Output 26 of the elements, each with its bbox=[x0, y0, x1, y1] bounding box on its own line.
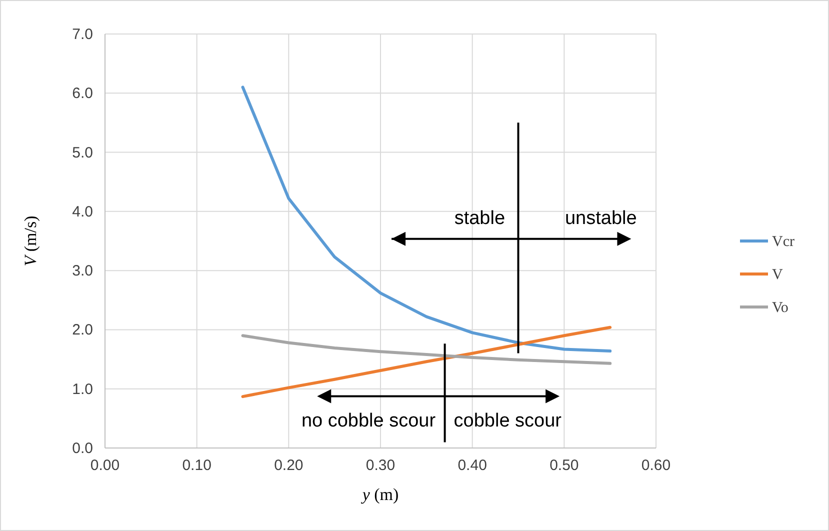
y-tick-label: 2.0 bbox=[72, 322, 93, 339]
y-tick-label: 1.0 bbox=[72, 380, 93, 398]
x-tick-label: 0.40 bbox=[458, 457, 487, 474]
y-tick-label: 7.0 bbox=[72, 26, 93, 43]
x-axis-title: y (m) bbox=[360, 485, 399, 504]
legend-label: V bbox=[772, 267, 783, 283]
x-tick-label: 0.20 bbox=[274, 457, 304, 474]
x-tick-label: 0.50 bbox=[550, 457, 579, 474]
line-series bbox=[241, 334, 612, 365]
x-tick-label: 0.30 bbox=[366, 457, 396, 474]
x-tick-label: 0.60 bbox=[641, 457, 671, 474]
y-tick-label: 6.0 bbox=[72, 85, 93, 102]
annotation: no cobble scour bbox=[301, 410, 436, 432]
line-series bbox=[241, 326, 612, 398]
legend-label: Vo bbox=[772, 300, 788, 316]
annotation: cobble scour bbox=[454, 410, 562, 432]
y-axis-title: V (m/s) bbox=[21, 216, 40, 266]
x-tick-label: 0.00 bbox=[90, 457, 120, 474]
y-tick-label: 4.0 bbox=[72, 203, 93, 220]
annotation: stable bbox=[454, 208, 506, 229]
legend-label: Vcr bbox=[772, 234, 794, 250]
y-tick-label: 5.0 bbox=[72, 144, 93, 162]
y-tick-label: 3.0 bbox=[72, 262, 93, 280]
y-tick-label: 0.0 bbox=[72, 440, 93, 457]
annotation: unstable bbox=[564, 208, 637, 229]
x-tick-label: 0.10 bbox=[182, 457, 212, 474]
